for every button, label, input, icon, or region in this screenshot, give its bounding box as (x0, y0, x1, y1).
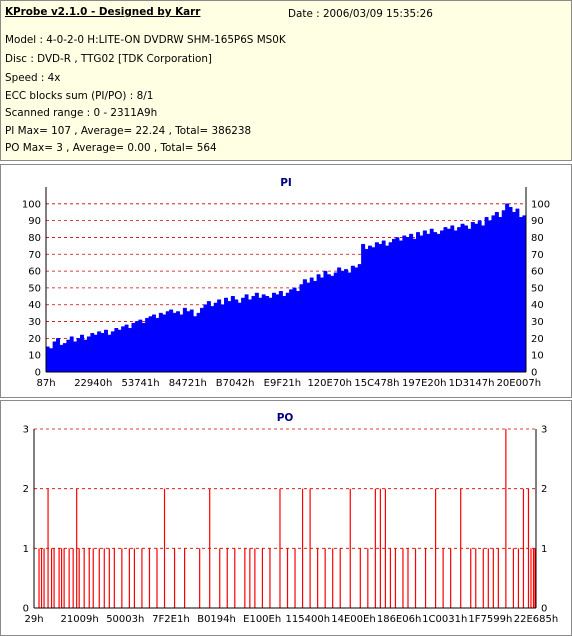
x-tick-label: 20E007h (497, 378, 541, 389)
x-tick-label: 15C478h (354, 378, 399, 389)
y-tick-label-right: 40 (531, 300, 544, 311)
x-tick-label: 1D3147h (449, 378, 495, 389)
y-tick-label-left: 10 (28, 351, 41, 362)
y-tick-label-right: 3 (541, 425, 547, 436)
y-tick-label-left: 20 (28, 334, 41, 345)
app-title: KProbe v2.1.0 - Designed by Karr (5, 6, 201, 18)
ecc-blocks: ECC blocks sum (PI/PO) : 8/1 (5, 90, 154, 102)
x-tick-label: B0194h (197, 614, 236, 625)
po-chart-panel: PO 0 0 1 1 2 2 3 3 29h 21009h 50003h 7F2E1h B0194h E10… (0, 400, 572, 636)
y-tick-label-left: 30 (28, 317, 41, 328)
po-chart: PO 0 0 1 1 2 2 3 3 29h 21009h 50003h 7F2E1h B0194h E10… (23, 412, 559, 625)
y-tick-label-right: 20 (531, 334, 544, 345)
disc-info: Disc : DVD-R , TTG02 [TDK Corporation] (5, 53, 212, 65)
speed-info: Speed : 4x (5, 72, 61, 84)
y-tick-label-left: 1 (23, 544, 29, 555)
y-tick-label-right: 50 (531, 283, 544, 294)
y-tick-label-right: 0 (541, 604, 547, 615)
x-tick-label: 29h (24, 614, 43, 625)
pi-chart: PI 0 0 10 10 20 20 30 30 40 40 50 50 60 60 70 70 80 80 90 90… (22, 177, 550, 389)
y-tick-label-right: 0 (531, 368, 537, 379)
y-tick-label-left: 50 (28, 283, 41, 294)
y-tick-label-left: 0 (23, 604, 29, 615)
x-tick-label: 14E00Eh (331, 614, 375, 625)
x-tick-label: 186E06h (377, 614, 421, 625)
x-tick-label: 1C0031h (422, 614, 467, 625)
x-tick-label: 50003h (106, 614, 144, 625)
x-tick-label: 22940h (74, 378, 112, 389)
x-tick-label: E100Eh (243, 614, 281, 625)
scan-date: Date : 2006/03/09 15:35:26 (288, 8, 433, 20)
y-tick-label-right: 10 (531, 351, 544, 362)
chart-title: PI (280, 177, 292, 189)
x-tick-label: 53741h (121, 378, 159, 389)
pi-summary: PI Max= 107 , Average= 22.24 , Total= 38… (5, 125, 252, 137)
x-tick-label: 22E685h (514, 614, 558, 625)
y-tick-label-right: 100 (531, 199, 550, 210)
chart-title: PO (277, 412, 294, 424)
y-tick-label-left: 70 (28, 250, 41, 261)
y-tick-label-right: 1 (541, 544, 547, 555)
x-tick-label: 197E20h (402, 378, 446, 389)
x-tick-label: 84721h (169, 378, 207, 389)
drive-model: Model : 4-0-2-0 H:LITE-ON DVDRW SHM-165P… (5, 34, 286, 46)
x-tick-label: 1F7599h (468, 614, 512, 625)
y-tick-label-left: 90 (28, 216, 41, 227)
pi-chart-panel: PI 0 0 10 10 20 20 30 30 40 40 50 50 60 60 70 70 80 80 90 90… (0, 164, 572, 398)
y-tick-label-right: 80 (531, 233, 544, 244)
x-tick-label: 21009h (61, 614, 99, 625)
y-tick-label-right: 2 (541, 484, 547, 495)
y-tick-label-right: 90 (531, 216, 544, 227)
x-tick-label: 120E70h (307, 378, 351, 389)
x-tick-label: B7042h (216, 378, 255, 389)
y-tick-label-right: 70 (531, 250, 544, 261)
scanned-range: Scanned range : 0 - 2311A9h (5, 107, 158, 119)
y-tick-label-left: 0 (35, 368, 41, 379)
y-tick-label-left: 60 (28, 267, 41, 278)
po-summary: PO Max= 3 , Average= 0.00 , Total= 564 (5, 142, 217, 154)
pi-series-area (45, 203, 527, 373)
y-tick-label-right: 30 (531, 317, 544, 328)
x-tick-label: 7F2E1h (152, 614, 190, 625)
y-tick-label-left: 80 (28, 233, 41, 244)
x-tick-label: 87h (36, 378, 55, 389)
y-tick-label-left: 2 (23, 484, 29, 495)
info-panel: KProbe v2.1.0 - Designed by Karr Date : … (0, 0, 572, 161)
y-tick-label-right: 60 (531, 267, 544, 278)
y-tick-label-left: 40 (28, 300, 41, 311)
y-tick-label-left: 100 (22, 199, 41, 210)
x-tick-label: 115400h (286, 614, 331, 625)
x-tick-label: E9F21h (264, 378, 302, 389)
y-tick-label-left: 3 (23, 425, 29, 436)
